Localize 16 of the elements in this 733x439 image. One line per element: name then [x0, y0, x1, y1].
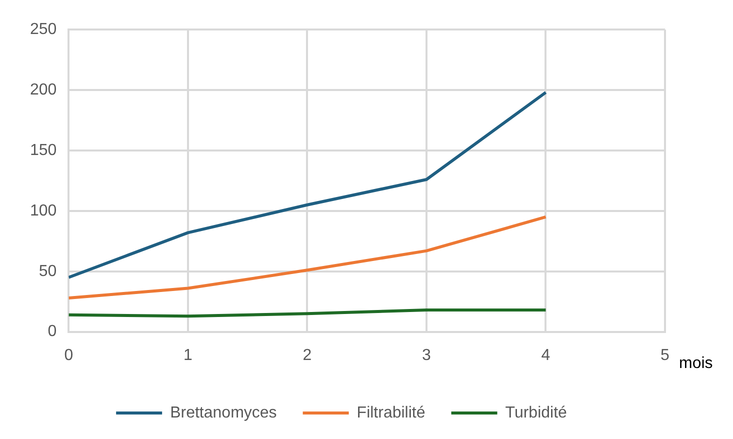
y-tick-label: 100 — [30, 202, 57, 220]
y-tick-label: 200 — [30, 81, 57, 98]
x-tick-label: 2 — [302, 346, 312, 364]
legend-label: Filtrabilité — [356, 404, 426, 422]
y-tick-label: 250 — [30, 21, 57, 38]
x-tick-label: 0 — [64, 346, 74, 364]
x-tick-label: 4 — [541, 346, 550, 364]
y-tick-label: 150 — [30, 142, 57, 159]
x-tick-label: 3 — [422, 346, 432, 364]
x-tick-label: 5 — [660, 346, 670, 364]
y-tick-label: 0 — [48, 323, 57, 340]
x-axis-title: mois — [679, 354, 713, 372]
legend-label: Turbidité — [505, 404, 568, 422]
y-tick-label: 50 — [38, 262, 57, 280]
x-tick-label: 1 — [184, 346, 193, 364]
legend-label: Brettanomyces — [170, 404, 277, 422]
